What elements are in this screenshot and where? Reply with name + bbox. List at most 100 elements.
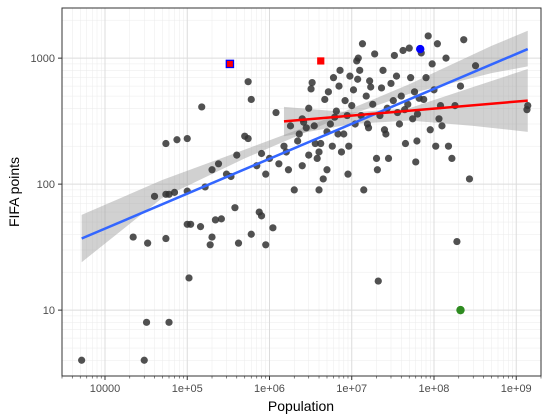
data-point (313, 154, 321, 163)
data-point (362, 92, 370, 100)
data-point (471, 62, 480, 70)
data-point (428, 60, 436, 68)
data-point (354, 75, 362, 83)
data-point (183, 134, 191, 143)
data-point (367, 83, 375, 91)
x-tick-label: 1e+08 (419, 383, 450, 395)
data-point (390, 51, 398, 60)
data-point (198, 103, 206, 111)
y-tick-label: 100 (37, 179, 55, 191)
highlighted-point (225, 59, 235, 69)
data-point (395, 120, 404, 128)
data-point (442, 54, 450, 62)
data-point (356, 66, 364, 74)
x-tick-label: 1e+06 (254, 383, 285, 395)
data-point (150, 192, 159, 200)
data-point (329, 74, 338, 82)
data-point (413, 110, 422, 118)
data-point (211, 216, 220, 224)
data-point (144, 239, 152, 247)
data-point (129, 233, 137, 241)
data-point (374, 277, 382, 285)
data-point (269, 224, 277, 232)
data-point (358, 40, 367, 48)
data-point (384, 154, 393, 163)
data-point (162, 139, 170, 148)
data-point (328, 142, 336, 150)
x-tick-label: 10000 (90, 383, 121, 395)
data-point (401, 139, 410, 148)
data-point (165, 190, 173, 198)
data-point (363, 120, 372, 128)
data-point (262, 241, 270, 249)
data-point (392, 72, 401, 80)
data-point (399, 46, 407, 55)
fit-lines (81, 47, 529, 240)
y-axis-title: FIFA points (6, 157, 22, 227)
data-point (275, 160, 283, 168)
data-point (335, 82, 343, 90)
y-tick-label: 10 (43, 305, 55, 317)
data-point (142, 318, 151, 326)
regression-line (283, 99, 528, 123)
data-point (465, 175, 474, 183)
data-point (460, 36, 468, 44)
data-point (426, 126, 434, 134)
plot-border (61, 7, 542, 377)
data-point (405, 44, 413, 52)
data-point (305, 151, 313, 159)
highlighted-point (416, 44, 425, 54)
data-point (453, 237, 461, 246)
data-point (302, 124, 310, 132)
data-point (286, 122, 295, 130)
data-point (140, 356, 148, 364)
data-point (231, 204, 239, 212)
data-point (397, 92, 405, 100)
x-tick-label: 1e+07 (336, 383, 367, 395)
data-point (349, 86, 358, 94)
data-point (272, 108, 280, 117)
data-point (360, 186, 368, 194)
data-point (162, 234, 170, 243)
data-point (257, 149, 266, 158)
data-point (294, 137, 302, 145)
data-point (389, 97, 397, 105)
data-point (315, 186, 323, 194)
data-point (344, 170, 352, 178)
data-point (295, 130, 303, 138)
data-point (380, 126, 389, 134)
data-point (366, 77, 374, 85)
data-point (310, 122, 318, 130)
data-point (422, 74, 430, 82)
data-point (217, 215, 225, 223)
data-point (165, 318, 173, 326)
data-point (247, 230, 255, 238)
data-point (284, 166, 293, 174)
data-point (433, 40, 441, 48)
confidence-bands (81, 30, 528, 263)
data-point (432, 142, 440, 150)
data-point (438, 122, 446, 130)
data-point (233, 151, 241, 159)
data-points (78, 32, 532, 364)
data-point (323, 166, 331, 174)
data-point (280, 142, 288, 150)
data-point (326, 120, 334, 128)
data-point (78, 356, 86, 364)
data-point (257, 212, 266, 220)
data-point (346, 72, 354, 80)
data-point (305, 104, 313, 112)
data-point (435, 115, 443, 123)
data-point (317, 139, 325, 148)
x-tick-label: 1e+05 (172, 383, 203, 395)
data-point (208, 166, 216, 174)
highlighted-points (225, 44, 465, 315)
data-point (315, 148, 323, 156)
data-point (379, 66, 387, 74)
highlighted-point (317, 57, 325, 65)
y-tick-label: 1000 (31, 53, 55, 65)
data-point (214, 160, 223, 168)
data-point (404, 100, 412, 108)
data-point (244, 78, 252, 86)
confidence-band (81, 30, 528, 263)
